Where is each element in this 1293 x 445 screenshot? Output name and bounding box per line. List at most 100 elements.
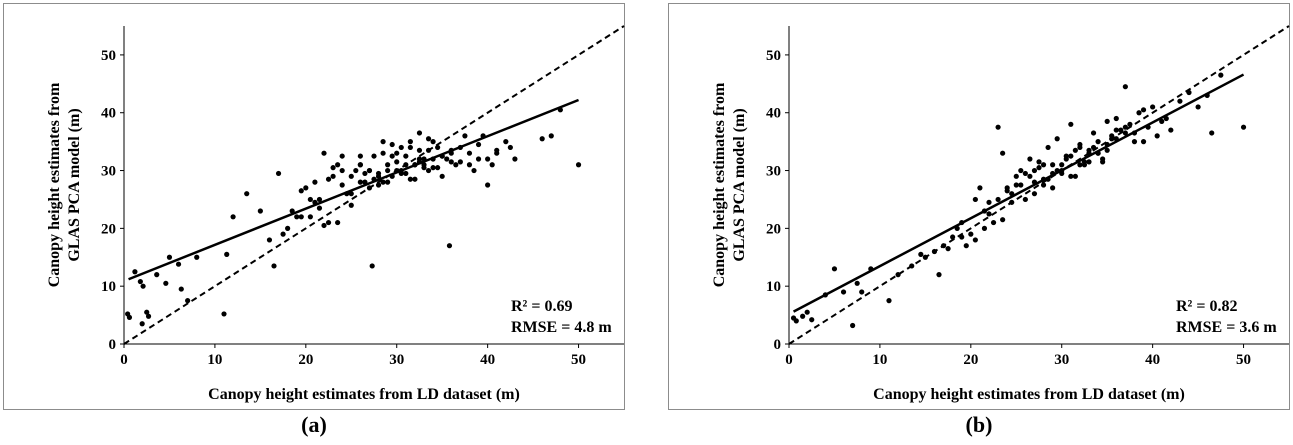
data-point <box>369 263 375 269</box>
y-tick-label: 30 <box>766 164 781 180</box>
data-point <box>981 225 988 231</box>
data-point <box>485 182 491 188</box>
stat-label: R² = 0.82 <box>1176 298 1237 315</box>
data-point <box>385 167 391 174</box>
x-tick-label: 40 <box>480 352 495 368</box>
data-point <box>475 141 482 148</box>
data-point <box>1168 127 1174 133</box>
data-point <box>353 167 359 174</box>
data-point <box>1095 139 1101 145</box>
data-point <box>986 199 992 205</box>
data-point <box>512 156 518 162</box>
data-point <box>335 219 341 226</box>
scatter-plot-b: 0 10 20 30 40 50 0 10 20 30 40 50 Canopy height esti… <box>711 25 1290 403</box>
data-point <box>366 185 373 191</box>
data-point <box>886 298 892 304</box>
data-point <box>321 222 327 229</box>
data-point <box>435 165 441 171</box>
data-point <box>307 196 313 203</box>
data-point <box>307 214 313 220</box>
data-point <box>275 170 282 177</box>
data-point <box>425 167 432 174</box>
x-tick-label: 30 <box>1054 352 1069 368</box>
data-point <box>178 286 184 292</box>
x-axis-title: Canopy height estimates from LD dataset … <box>873 386 1185 403</box>
data-point <box>1122 130 1128 136</box>
data-point <box>416 130 423 136</box>
data-point <box>475 156 482 162</box>
data-point <box>444 156 450 162</box>
data-point <box>918 251 924 257</box>
data-point <box>494 150 500 156</box>
chart-panel-b: 0 10 20 30 40 50 0 10 20 30 40 50 Canopy height esti… <box>668 3 1290 410</box>
data-point <box>385 162 391 168</box>
data-point <box>1077 144 1083 151</box>
data-point <box>339 153 345 159</box>
data-point <box>325 176 332 182</box>
data-point <box>403 153 409 159</box>
data-point <box>1131 139 1138 145</box>
data-point <box>1122 84 1128 90</box>
data-point <box>348 202 354 208</box>
y-tick-label: 0 <box>774 337 782 353</box>
data-point <box>412 176 418 182</box>
data-point <box>294 214 300 220</box>
data-point <box>1090 130 1097 136</box>
x-tick-label: 0 <box>785 352 793 368</box>
y-axis-title: Canopy height estimates from GLAS PCA mod… <box>711 82 748 287</box>
data-point <box>439 173 445 179</box>
data-point <box>357 153 363 159</box>
data-point <box>485 156 491 162</box>
data-point <box>339 182 345 188</box>
data-point <box>139 321 145 327</box>
data-point <box>922 254 928 260</box>
data-point <box>1122 124 1128 130</box>
data-point <box>1081 159 1088 165</box>
x-tick-label: 50 <box>1236 352 1251 368</box>
data-point <box>850 322 856 329</box>
data-point <box>831 266 838 272</box>
data-point <box>375 173 382 179</box>
data-point <box>1027 173 1033 179</box>
data-point <box>539 136 545 142</box>
data-point <box>316 196 323 203</box>
x-tick-label: 10 <box>872 352 887 368</box>
data-point <box>266 237 273 243</box>
data-point <box>1140 107 1147 113</box>
caption-a: (a) <box>301 412 327 437</box>
data-point <box>425 147 432 153</box>
data-point <box>348 173 354 179</box>
data-point <box>1036 165 1042 171</box>
data-point <box>394 150 400 156</box>
data-point <box>137 278 143 285</box>
data-point <box>403 162 409 168</box>
data-point <box>366 167 373 174</box>
data-point <box>1086 159 1092 165</box>
x-tick-label: 40 <box>1145 352 1160 368</box>
data-point <box>407 139 413 145</box>
data-point <box>800 313 806 319</box>
data-point <box>430 165 436 171</box>
x-tick-label: 50 <box>571 352 586 368</box>
data-point <box>380 150 386 156</box>
stat-label: R² = 0.69 <box>511 298 572 315</box>
data-point <box>303 185 309 191</box>
data-point <box>298 214 304 220</box>
y-axis-title: Canopy height estimates from GLAS PCA mod… <box>46 82 83 287</box>
y-tick-label: 10 <box>101 279 116 295</box>
data-point <box>1104 118 1110 124</box>
data-point <box>466 150 473 156</box>
data-point <box>995 124 1001 130</box>
y-tick-label: 50 <box>101 48 116 64</box>
data-point <box>931 248 938 255</box>
x-tick-label: 20 <box>963 352 978 368</box>
data-point <box>398 144 404 151</box>
data-point <box>357 179 363 185</box>
data-point <box>809 317 815 323</box>
data-point <box>986 211 992 217</box>
data-point <box>1054 136 1060 142</box>
data-point <box>1018 167 1024 174</box>
data-point <box>321 150 327 156</box>
data-point <box>1036 159 1042 165</box>
data-point <box>421 162 427 168</box>
